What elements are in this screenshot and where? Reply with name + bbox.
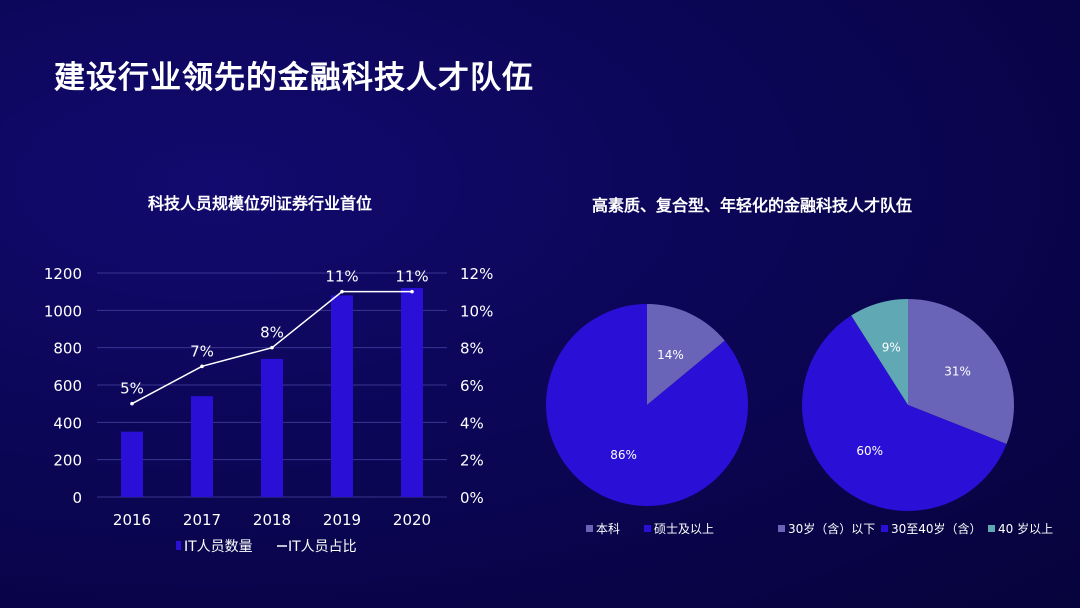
bar	[401, 287, 423, 497]
legend-label: 30岁（含）以下	[788, 521, 875, 536]
y-left-tick-label: 800	[53, 340, 82, 358]
y-left-tick-label: 200	[53, 452, 82, 470]
line-point	[340, 289, 344, 294]
data-label: 11%	[395, 268, 428, 286]
legend-swatch	[778, 525, 785, 532]
pie-slice	[801, 315, 1007, 511]
pie-slice	[908, 299, 1014, 445]
x-tick-label: 2016	[113, 511, 151, 529]
legend-label: 硕士及以上	[654, 522, 714, 536]
bar	[121, 431, 143, 497]
pie-value-label: 60%	[856, 444, 883, 458]
y-right-tick-label: 12%	[460, 265, 493, 283]
line-point	[200, 364, 204, 369]
page-title: 建设行业领先的金融科技人才队伍	[54, 60, 534, 96]
bar	[261, 358, 283, 497]
x-tick-label: 2017	[183, 511, 221, 529]
line-point	[410, 289, 414, 294]
y-right-tick-label: 8%	[460, 340, 484, 358]
pie-slice	[851, 299, 908, 405]
legend-label: 本科	[596, 522, 620, 536]
y-right-tick-label: 10%	[460, 302, 493, 320]
y-left-tick-label: 1200	[44, 265, 82, 283]
pie-slice	[647, 304, 725, 405]
y-left-tick-label: 1000	[44, 302, 82, 320]
x-tick-label: 2020	[393, 511, 431, 529]
y-right-tick-label: 6%	[460, 377, 484, 395]
bar	[191, 396, 213, 497]
pie-value-label: 9%	[882, 340, 901, 354]
bar	[331, 295, 353, 497]
data-label: 11%	[325, 268, 358, 286]
x-tick-label: 2019	[323, 511, 361, 529]
y-left-tick-label: 0	[72, 489, 82, 507]
y-right-tick-label: 0%	[460, 489, 484, 507]
pie-value-label: 86%	[610, 448, 637, 462]
y-left-tick-label: 400	[53, 414, 82, 432]
legend-label: IT人员数量	[184, 539, 253, 555]
legend-swatch	[586, 525, 593, 532]
y-left-tick-label: 600	[53, 377, 82, 395]
data-label: 7%	[190, 342, 214, 360]
legend-swatch	[988, 525, 995, 532]
pie-value-label: 31%	[944, 364, 971, 378]
x-tick-label: 2018	[253, 511, 291, 529]
data-label: 5%	[120, 380, 144, 398]
legend-swatch	[881, 525, 888, 532]
pie-chart-title: 高素质、复合型、年轻化的金融科技人才队伍	[592, 196, 913, 215]
legend-bar-swatch	[176, 541, 181, 550]
pie-value-label: 14%	[657, 348, 684, 362]
legend-label: 30至40岁（含）	[891, 521, 982, 536]
bar-chart-title: 科技人员规模位列证券行业首位	[148, 194, 373, 213]
y-right-tick-label: 2%	[460, 452, 484, 470]
pie-slice	[545, 304, 749, 507]
line-point	[270, 345, 274, 350]
data-label: 8%	[260, 324, 284, 342]
legend-swatch	[644, 525, 651, 532]
legend-label: IT人员占比	[288, 539, 357, 555]
line-point	[130, 401, 134, 406]
legend-label: 40 岁以上	[998, 521, 1053, 536]
y-right-tick-label: 4%	[460, 414, 484, 432]
